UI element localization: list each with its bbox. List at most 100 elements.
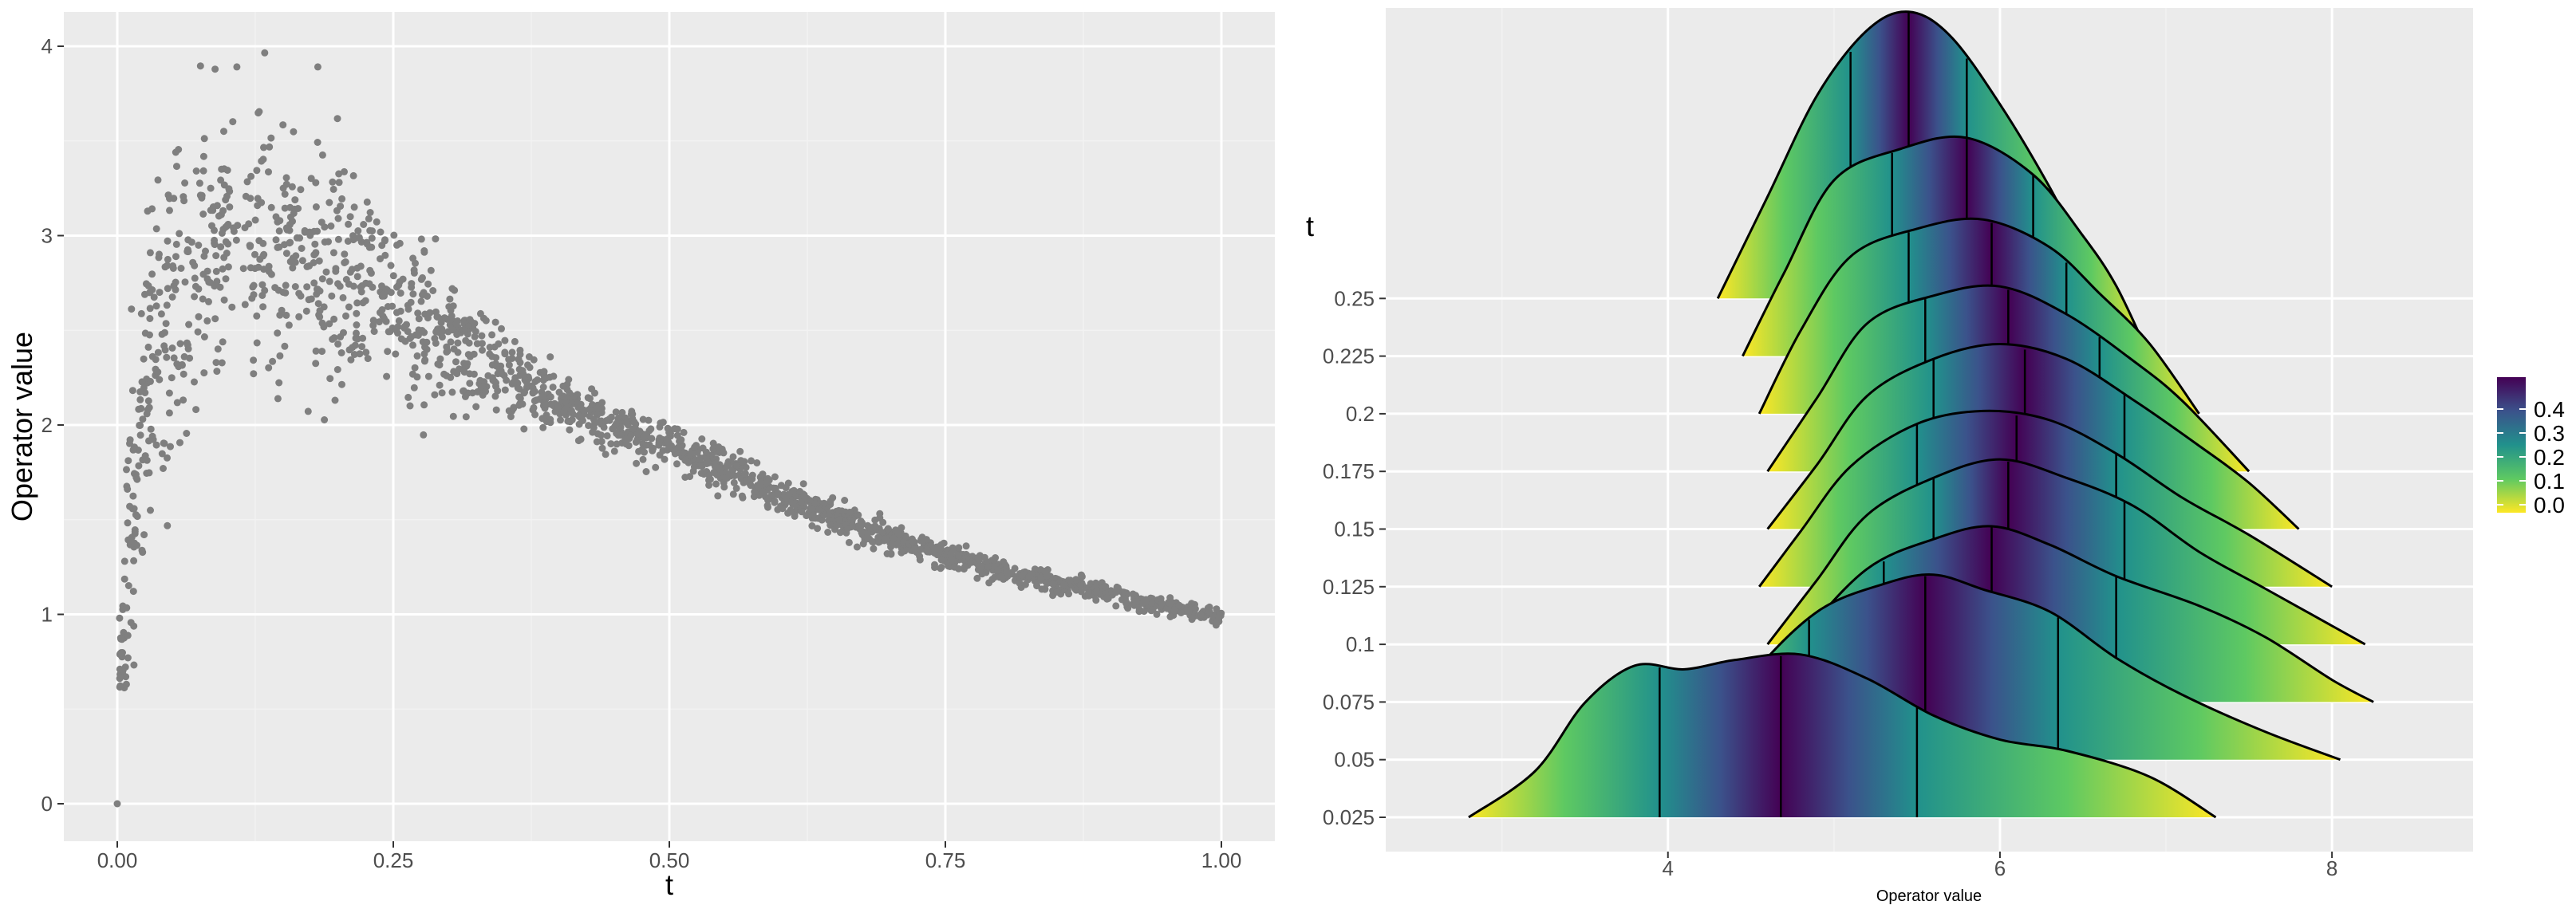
y-tick-label: 4 [41, 34, 53, 58]
scatter-point [523, 379, 531, 387]
scatter-point [179, 396, 187, 404]
scatter-point [136, 388, 144, 395]
scatter-point [327, 222, 335, 230]
scatter-point [784, 510, 792, 517]
ridgeline-ridges [1468, 10, 2374, 819]
y-tick-label: 0.25 [1334, 286, 1375, 310]
scatter-point [681, 456, 689, 464]
scatter-point [488, 331, 496, 339]
y-tick-label: 0 [41, 792, 53, 816]
scatter-point [542, 374, 550, 382]
scatter-point [420, 431, 428, 439]
legend-label: 0.3 [2534, 421, 2565, 446]
scatter-point [470, 350, 478, 358]
scatter-point [853, 543, 861, 551]
scatter-point [353, 321, 361, 329]
scatter-point [418, 327, 426, 334]
scatter-point [789, 500, 797, 508]
scatter-point [673, 460, 680, 468]
scatter-point [681, 474, 689, 481]
scatter-point [753, 459, 761, 466]
scatter-point [432, 328, 440, 336]
scatter-point [643, 431, 651, 439]
scatter-point [349, 171, 357, 179]
scatter-point [377, 228, 385, 236]
scatter-point [648, 435, 656, 443]
scatter-point [539, 423, 547, 431]
scatter-point [223, 167, 231, 174]
scatter-point [404, 305, 412, 313]
scatter-point [363, 198, 371, 206]
scatter-point [479, 346, 486, 354]
scatter-point [258, 157, 266, 165]
scatter-point [417, 297, 425, 305]
scatter-point [332, 267, 340, 275]
scatter-point [771, 473, 779, 481]
scatter-point [164, 521, 172, 529]
scatter-point [185, 321, 193, 329]
scatter-point [314, 300, 322, 308]
scatter-point [590, 423, 598, 431]
x-tick-label: 0.75 [925, 848, 966, 872]
scatter-point [911, 545, 919, 553]
scatter-point [690, 463, 698, 470]
scatter-point [341, 250, 349, 258]
scatter-point [554, 403, 562, 411]
scatter-point [519, 367, 527, 375]
scatter-point [1067, 576, 1075, 584]
scatter-point [358, 282, 366, 289]
scatter-point [312, 347, 320, 355]
scatter-point [310, 227, 318, 235]
scatter-point [150, 293, 158, 301]
scatter-point [630, 418, 638, 426]
scatter-point [165, 409, 173, 417]
scatter-point [645, 416, 653, 424]
scatter-point [453, 331, 461, 338]
scatter-point [349, 282, 357, 290]
scatter-point [826, 521, 834, 529]
scatter-point [181, 179, 189, 187]
scatter-point [1102, 583, 1110, 591]
scatter-point [205, 297, 212, 305]
scatter-point [584, 394, 592, 402]
scatter-point [1049, 580, 1057, 588]
scatter-point [251, 250, 258, 258]
scatter-point [325, 238, 332, 246]
scatter-point [937, 565, 945, 573]
scatter-point [282, 250, 290, 258]
scatter-point [1175, 601, 1183, 609]
legend-colorbar [2497, 377, 2526, 513]
scatter-point [274, 329, 282, 337]
scatter-point [1213, 619, 1221, 627]
scatter-point [1139, 599, 1146, 607]
y-tick-label: 0.175 [1323, 459, 1375, 483]
scatter-point [384, 303, 392, 310]
scatter-point [647, 425, 655, 433]
scatter-point [1053, 588, 1061, 596]
scatter-point [501, 386, 509, 394]
x-tick-label: 0.50 [649, 848, 690, 872]
scatter-point [339, 293, 347, 301]
scatter-point [261, 286, 269, 294]
scatter-point [120, 575, 128, 583]
scatter-point [1060, 581, 1068, 588]
scatter-point [137, 309, 145, 317]
ridge-outline [1691, 573, 2341, 761]
scatter-point [413, 352, 421, 360]
scatter-point [251, 216, 259, 224]
scatter-point [283, 226, 291, 234]
scatter-point [177, 265, 185, 272]
scatter-point [124, 654, 132, 662]
scatter-point [265, 364, 273, 372]
scatter-point [448, 388, 456, 396]
scatter-point [220, 296, 228, 304]
scatter-point [211, 315, 219, 323]
scatter-point [784, 479, 792, 487]
scatter-point [216, 283, 224, 291]
scatter-point [437, 319, 445, 327]
scatter-point [298, 257, 306, 265]
scatter-point [446, 295, 454, 303]
scatter-point [764, 496, 772, 503]
scatter-point [1147, 599, 1155, 607]
scatter-point [212, 252, 220, 260]
